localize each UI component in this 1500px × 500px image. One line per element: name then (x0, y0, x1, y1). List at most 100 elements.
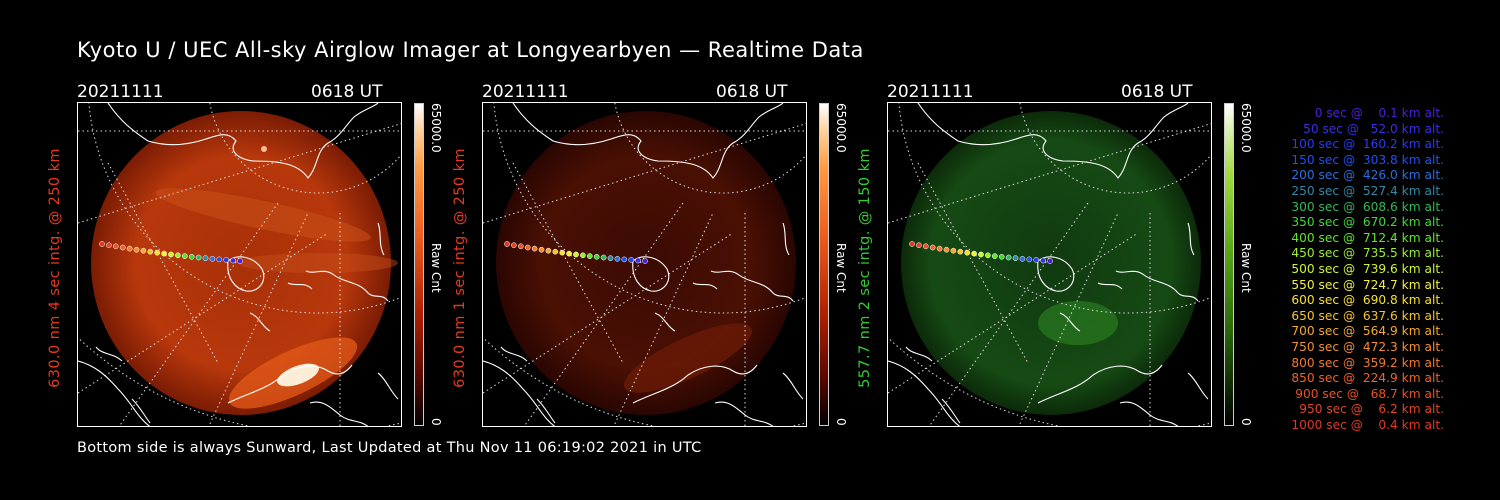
trajectory-point (916, 242, 922, 249)
trajectory-point (950, 247, 957, 254)
legend-entry: 750 sec @ 472.3 km alt. (1291, 339, 1444, 354)
trajectory-legend: 0 sec @ 0.1 km alt. 50 sec @ 52.0 km alt… (1262, 106, 1444, 433)
legend-entry: 350 sec @ 670.2 km alt. (1291, 215, 1444, 230)
coastline (710, 270, 794, 302)
coastline (692, 282, 718, 290)
trajectory-point (531, 245, 538, 252)
legend-entry: 1000 sec @ 0.4 km alt. (1291, 417, 1444, 432)
trajectory-point (593, 253, 600, 260)
coastline (888, 360, 961, 426)
legend-entry: 550 sec @ 724.7 km alt. (1291, 277, 1444, 292)
panel-date: 20211111 (77, 82, 164, 102)
trajectory-point (614, 255, 621, 262)
legend-entry: 450 sec @ 735.5 km alt. (1291, 246, 1444, 261)
trajectory-point (517, 243, 524, 250)
trajectory-point (112, 243, 119, 250)
legend-entry: 400 sec @ 712.4 km alt. (1291, 230, 1444, 245)
coastline (1059, 312, 1081, 332)
trajectory-point (985, 252, 991, 259)
trajectory-point (628, 257, 635, 263)
coastline (107, 103, 379, 179)
colorbar-max-label: 65000.0 (834, 103, 848, 153)
trajectory-point (161, 250, 167, 257)
coastline (131, 398, 151, 424)
colorbar-min-label: 0 (1239, 418, 1253, 426)
trajectory-point (586, 253, 593, 259)
trajectory-point (1005, 254, 1012, 261)
trajectory-point (237, 258, 243, 264)
coastline (654, 312, 676, 332)
page-title: Kyoto U / UEC All-sky Airglow Imager at … (77, 38, 864, 62)
colorbar-min-label: 0 (429, 418, 443, 426)
trajectory-point (600, 254, 607, 261)
legend-entry: 900 sec @ 68.7 km alt. (1295, 386, 1444, 401)
trajectory-point (126, 245, 133, 252)
legend-entry: 700 sec @ 564.9 km alt. (1291, 324, 1444, 339)
legend-entry: 600 sec @ 690.8 km alt. (1291, 293, 1444, 308)
trajectory-point (909, 241, 915, 247)
trajectory-point (154, 249, 161, 256)
trajectory-point (991, 253, 998, 259)
trajectory-point (971, 250, 977, 257)
trajectory-point (202, 255, 209, 262)
trajectory-point (545, 247, 552, 254)
allsky-image (887, 102, 1212, 427)
footer-status: Bottom side is always Sunward, Last Upda… (77, 440, 702, 456)
coastline (536, 398, 556, 424)
trajectory-point (106, 242, 112, 249)
legend-entry: 100 sec @ 160.2 km alt. (1291, 137, 1444, 152)
trajectory-point (140, 247, 147, 254)
trajectory-point (223, 257, 230, 263)
trajectory-point (216, 256, 223, 263)
coastline (309, 401, 369, 426)
coastline (1119, 401, 1179, 426)
coastline (512, 103, 784, 179)
trajectory-point (99, 241, 105, 247)
coastline (782, 372, 804, 400)
colorbar-unit-label: Raw Cnt (429, 243, 443, 293)
coastline (249, 312, 271, 332)
trajectory-point (188, 253, 195, 260)
trajectory-point (943, 246, 950, 253)
trajectory-point (504, 241, 510, 247)
allsky-image (77, 102, 402, 427)
trajectory-point (209, 255, 216, 262)
trajectory-point (635, 257, 641, 264)
legend-entry: 250 sec @ 527.4 km alt. (1291, 183, 1444, 198)
panel-date: 20211111 (887, 82, 974, 102)
coastline (1037, 256, 1075, 292)
colorbar (414, 103, 424, 426)
panel-time: 0618 UT (716, 82, 788, 102)
trajectory-point (642, 258, 648, 264)
panel-time: 0618 UT (1121, 82, 1193, 102)
colorbar-unit-label: Raw Cnt (1239, 243, 1253, 293)
colorbar-unit-label: Raw Cnt (834, 243, 848, 293)
trajectory-point (147, 248, 154, 255)
trajectory-point (1019, 255, 1026, 262)
trajectory-point (168, 251, 174, 258)
coastline (483, 360, 556, 426)
legend-entry: 850 sec @ 224.9 km alt. (1291, 371, 1444, 386)
legend-entry: 200 sec @ 426.0 km alt. (1291, 168, 1444, 183)
trajectory-point (1026, 256, 1033, 263)
trajectory-point (566, 250, 572, 257)
trajectory-point (1012, 255, 1019, 262)
coastline (377, 222, 385, 256)
trajectory-point (964, 249, 971, 256)
colorbar-min-label: 0 (834, 418, 848, 426)
coastline (287, 282, 313, 290)
coastline (305, 270, 389, 302)
coastline (227, 256, 265, 292)
legend-entry: 150 sec @ 303.8 km alt. (1291, 152, 1444, 167)
trajectory-point (929, 244, 936, 251)
coastline (782, 222, 790, 256)
panel-date: 20211111 (482, 82, 569, 102)
coastline (632, 364, 758, 404)
trajectory-point (957, 248, 964, 255)
colorbar (819, 103, 829, 426)
trajectory-point (607, 255, 614, 262)
colorbar-max-label: 65000.0 (429, 103, 443, 153)
coastline (1187, 222, 1195, 256)
coastline (1115, 270, 1199, 302)
legend-entry: 800 sec @ 359.2 km alt. (1291, 355, 1444, 370)
